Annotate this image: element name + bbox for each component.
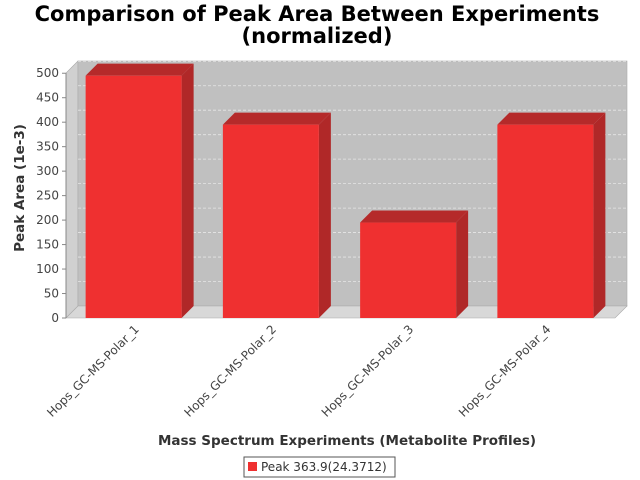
legend: Peak 363.9(24.3712) (243, 456, 396, 478)
x-tick-label: Hops_GC-MS-Polar_3 (319, 322, 417, 420)
bar (85, 63, 194, 318)
bar-side (181, 63, 194, 318)
legend-label: Peak 363.9(24.3712) (261, 460, 387, 474)
y-tick-label: 400 (36, 115, 59, 129)
x-tick-label: Hops_GC-MS-Polar_2 (181, 322, 279, 420)
y-tick-label: 250 (36, 189, 59, 203)
y-axis: 0 50 100 150 200 250 300 350 400 450 500 (36, 66, 67, 325)
bar (222, 112, 331, 318)
y-tick-label: 300 (36, 164, 59, 178)
chart-title-line2: (normalized) (242, 24, 393, 48)
y-tick-label: 100 (36, 262, 59, 276)
y-tick-label: 350 (36, 140, 59, 154)
bar-side (456, 210, 469, 318)
x-axis-label: Mass Spectrum Experiments (Metabolite Pr… (158, 433, 536, 449)
bar-front (497, 124, 594, 318)
x-axis: Hops_GC-MS-Polar_1 Hops_GC-MS-Polar_2 Hops… (44, 322, 553, 420)
chart-title-line1: Comparison of Peak Area Between Experime… (35, 2, 600, 26)
y-tick-label: 500 (36, 66, 59, 80)
y-tick-label: 0 (51, 311, 59, 325)
bar-front (360, 222, 457, 318)
legend-box (243, 456, 396, 478)
legend-swatch (248, 462, 257, 471)
y-axis-label: Peak Area (1e-3) (12, 124, 28, 252)
y-tick-label: 50 (44, 287, 59, 301)
x-tick-label: Hops_GC-MS-Polar_4 (456, 322, 554, 420)
bar-top (360, 210, 469, 223)
bars (85, 63, 606, 318)
bar-side (593, 112, 606, 318)
bar (497, 112, 606, 318)
bar-front (222, 124, 319, 318)
bar-top (222, 112, 331, 125)
x-tick-label: Hops_GC-MS-Polar_1 (44, 322, 142, 420)
bar (360, 210, 469, 318)
bar-top (497, 112, 606, 125)
y-tick-label: 200 (36, 213, 59, 227)
bar-front (85, 75, 182, 318)
bar-top (85, 63, 194, 76)
bar-side (318, 112, 331, 318)
plot-side-wall (65, 60, 79, 319)
y-tick-label: 150 (36, 238, 59, 252)
y-tick-label: 450 (36, 91, 59, 105)
